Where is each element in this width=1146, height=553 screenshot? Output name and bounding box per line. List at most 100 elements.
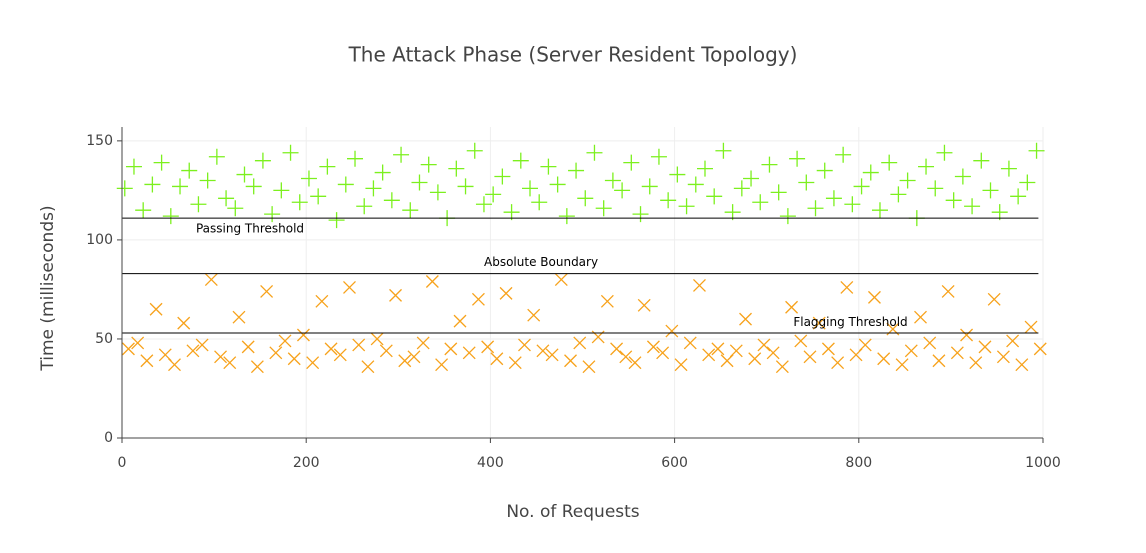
marker [881, 154, 898, 171]
marker [319, 158, 336, 175]
marker [683, 336, 697, 350]
marker [794, 334, 808, 348]
marker [333, 348, 347, 362]
marker [779, 208, 796, 225]
marker [610, 342, 624, 356]
marker [941, 284, 955, 298]
marker [347, 150, 364, 167]
marker [310, 188, 327, 205]
marker [250, 360, 264, 374]
marker [586, 144, 603, 161]
marker [936, 144, 953, 161]
marker [352, 338, 366, 352]
x-tick-label: 600 [661, 455, 688, 471]
marker [153, 154, 170, 171]
chart-title: The Attack Phase (Server Resident Topolo… [348, 43, 798, 67]
marker [503, 204, 520, 221]
annotation: Flagging Threshold [793, 315, 907, 329]
marker [619, 350, 633, 364]
x-tick-label: 0 [118, 455, 127, 471]
marker [568, 162, 585, 179]
annotation: Absolute Boundary [484, 255, 598, 269]
marker [343, 280, 356, 294]
marker [140, 354, 154, 368]
marker [871, 202, 888, 219]
y-axis-title: Time (milliseconds) [38, 205, 58, 371]
marker [821, 342, 835, 356]
marker [131, 336, 145, 350]
marker [162, 208, 179, 225]
marker [508, 356, 522, 370]
marker [770, 184, 787, 201]
marker [485, 186, 502, 203]
marker [899, 172, 916, 189]
marker [1033, 342, 1047, 356]
marker [960, 328, 974, 342]
marker [168, 358, 181, 372]
marker [407, 350, 421, 364]
y-tick-label: 0 [104, 430, 113, 446]
marker [214, 350, 228, 364]
marker [867, 290, 881, 304]
marker [646, 340, 660, 354]
marker [950, 346, 964, 360]
y-tick-label: 100 [86, 232, 113, 248]
marker [614, 182, 631, 199]
marker [282, 144, 299, 161]
marker [356, 198, 373, 215]
marker [227, 200, 244, 217]
marker [512, 152, 529, 169]
marker [208, 148, 225, 165]
marker [558, 208, 575, 225]
marker [895, 358, 909, 372]
marker [862, 164, 879, 181]
marker [798, 174, 815, 191]
marker [669, 166, 686, 183]
marker [324, 342, 338, 356]
marker [996, 350, 1010, 364]
marker [825, 190, 842, 207]
marker [877, 352, 891, 366]
marker [945, 192, 962, 209]
marker [300, 170, 317, 187]
marker [665, 324, 679, 338]
marker [545, 348, 559, 362]
marker [254, 152, 271, 169]
marker [674, 358, 688, 372]
marker [337, 176, 354, 193]
marker [236, 166, 253, 183]
marker [904, 344, 918, 358]
marker [444, 342, 458, 356]
marker [199, 172, 216, 189]
marker [678, 198, 695, 215]
marker [582, 360, 596, 374]
marker [536, 344, 550, 358]
marker [518, 338, 531, 352]
marker [121, 342, 135, 356]
marker [554, 273, 568, 286]
marker [816, 162, 833, 179]
marker [1010, 188, 1027, 205]
marker [278, 334, 292, 348]
marker [149, 302, 163, 316]
marker [1019, 174, 1036, 191]
marker [564, 354, 577, 368]
marker [462, 346, 476, 360]
marker [702, 348, 716, 362]
marker [374, 164, 391, 181]
marker [204, 273, 218, 286]
marker [116, 180, 133, 197]
marker [186, 344, 200, 358]
marker [1015, 358, 1029, 372]
marker [733, 180, 750, 197]
marker [803, 350, 817, 364]
marker [269, 346, 283, 360]
marker [494, 168, 511, 185]
marker [245, 178, 262, 195]
marker [789, 150, 806, 167]
marker [693, 279, 706, 292]
marker [296, 328, 310, 342]
marker [757, 338, 771, 352]
marker [232, 310, 246, 324]
